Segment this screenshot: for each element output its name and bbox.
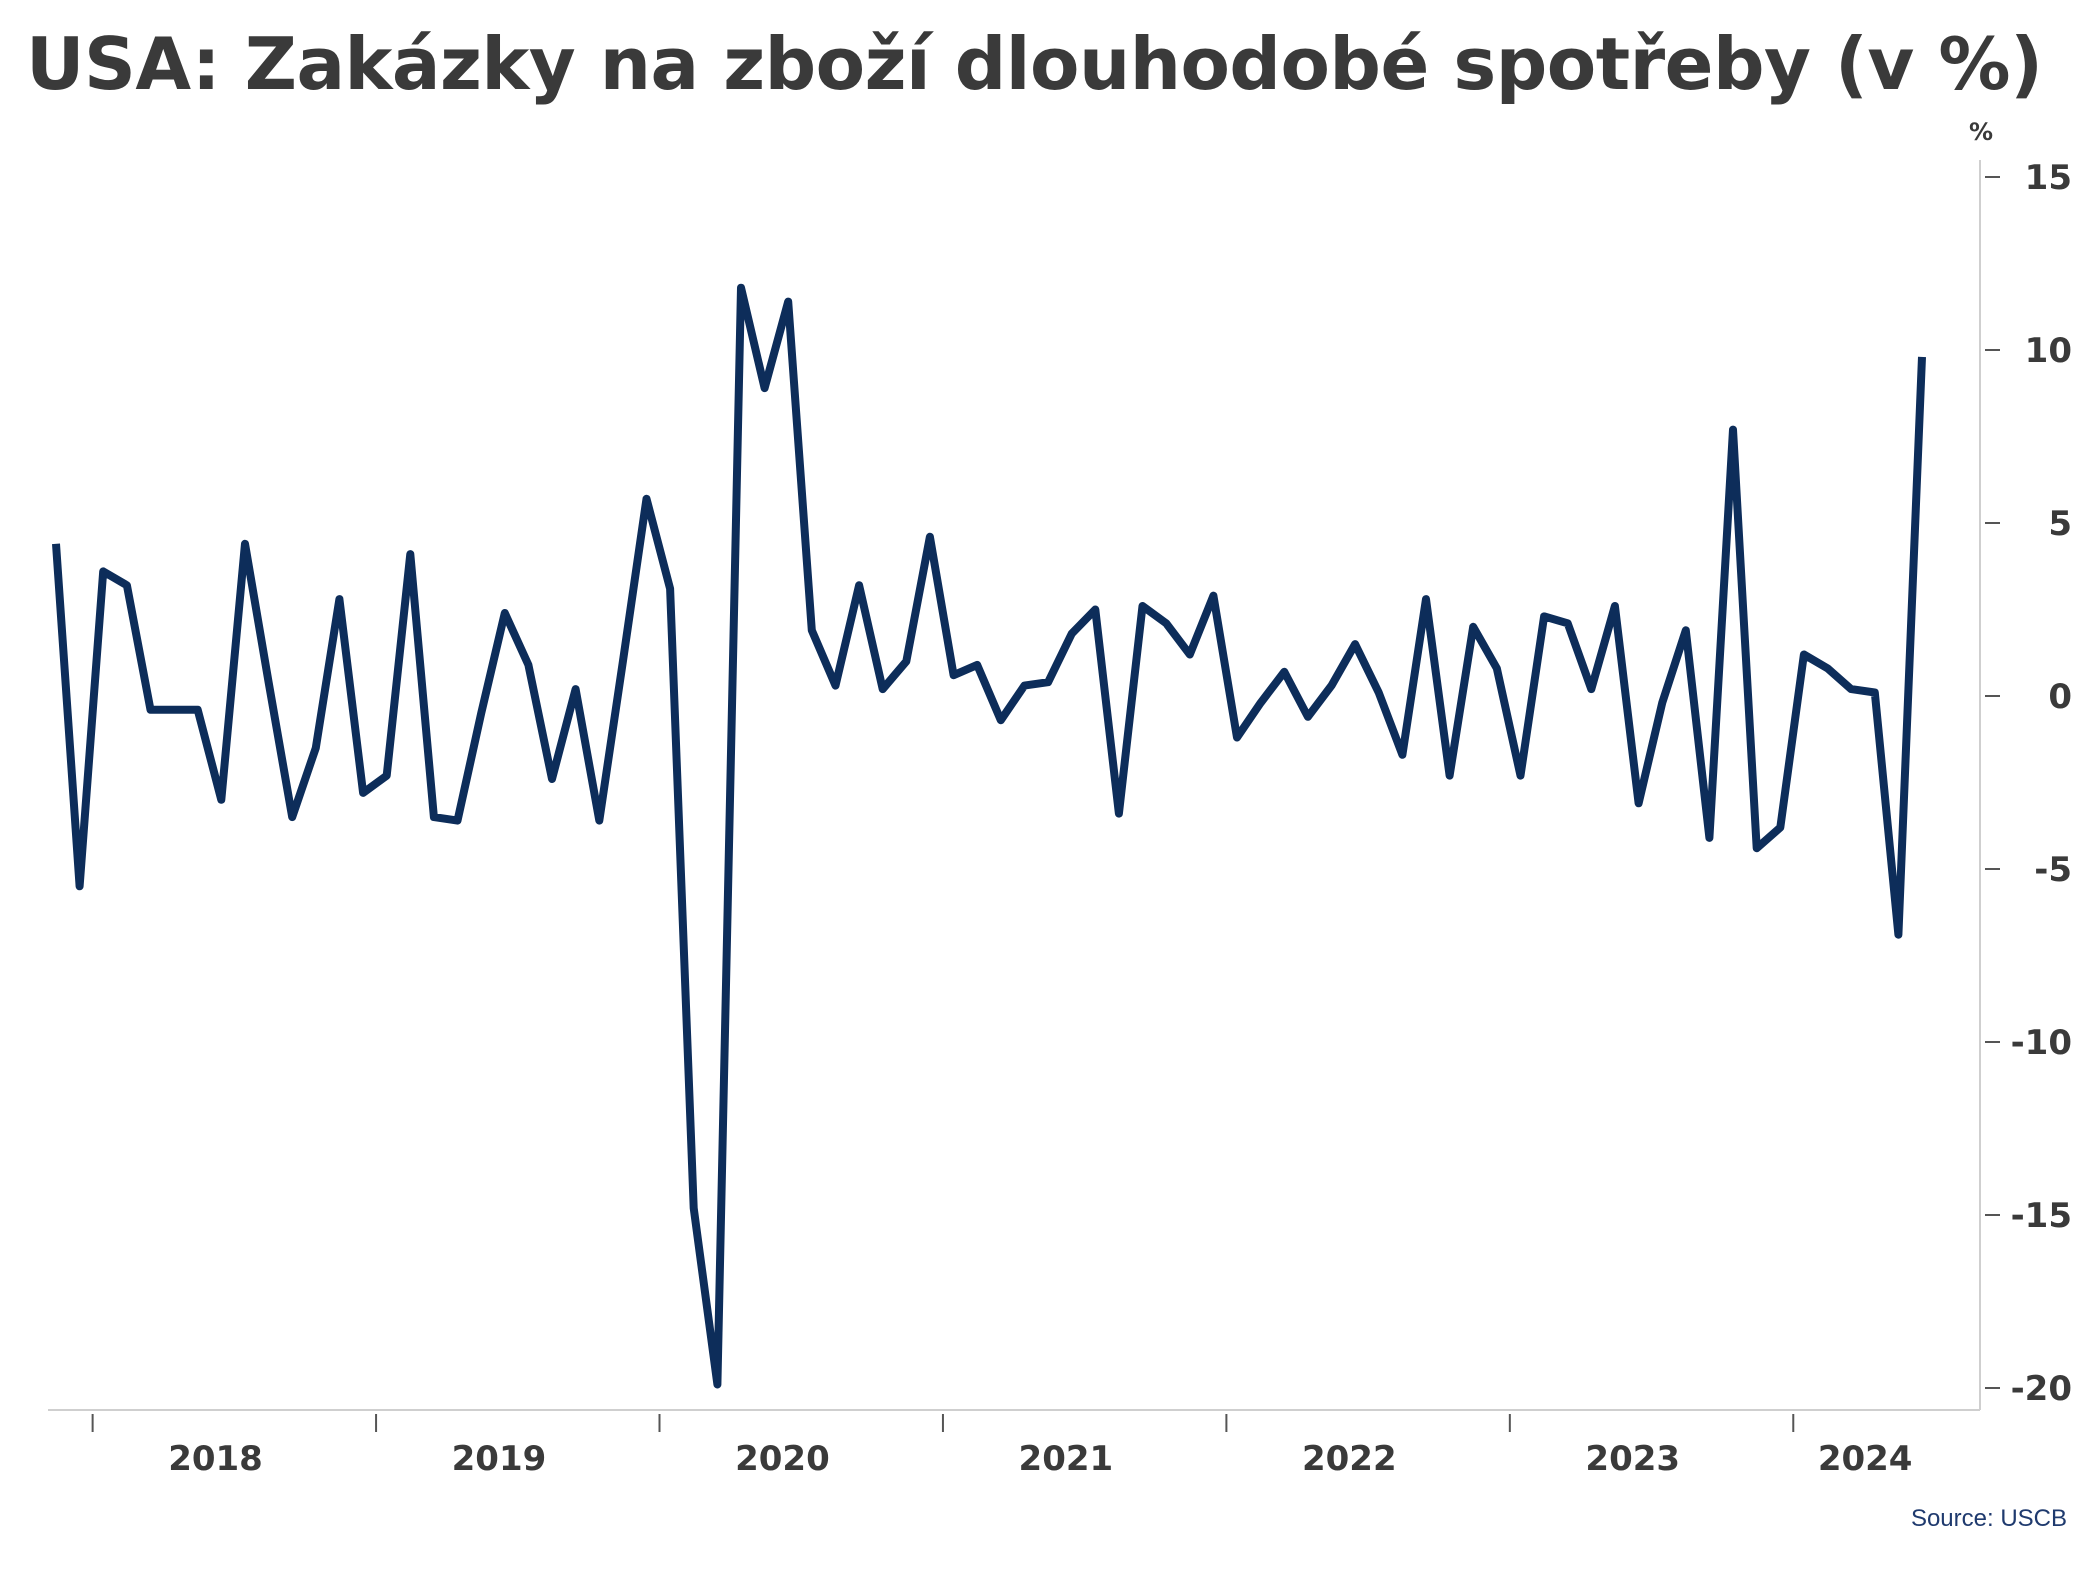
x-tick-label: 2024 [1818, 1439, 1913, 1479]
y-tick-label: -10 [2011, 1023, 2072, 1063]
chart-title: USA: Zakázky na zboží dlouhodobé spotřeb… [26, 22, 2043, 106]
series-line [52, 283, 1926, 1389]
x-tick-label: 2019 [452, 1439, 547, 1479]
x-tick-label: 2018 [168, 1439, 263, 1479]
y-tick-label: -15 [2011, 1196, 2072, 1236]
x-tick-label: 2023 [1585, 1439, 1680, 1479]
y-tick-label: 0 [2048, 677, 2072, 717]
y-tick-label: 5 [2048, 504, 2072, 544]
source-note: Source: USCB [1910, 1505, 2067, 1532]
x-tick-label: 2021 [1019, 1439, 1114, 1479]
y-axis-unit-label: % [1969, 118, 1993, 146]
x-axis-ticks: 2018 2019 2020 2021 2022 2023 2024 [91, 1414, 1913, 1479]
y-tick-label: -5 [2034, 850, 2072, 890]
y-tick-label: 10 [2025, 331, 2072, 371]
x-tick-label: 2022 [1302, 1439, 1397, 1479]
axes [48, 160, 1981, 1411]
y-tick-label: 15 [2025, 158, 2072, 198]
x-tick-label: 2020 [735, 1439, 830, 1479]
y-axis-ticks: 15 10 5 0 -5 -10 -15 -20 [1985, 158, 2072, 1409]
y-tick-label: -20 [2011, 1369, 2072, 1409]
